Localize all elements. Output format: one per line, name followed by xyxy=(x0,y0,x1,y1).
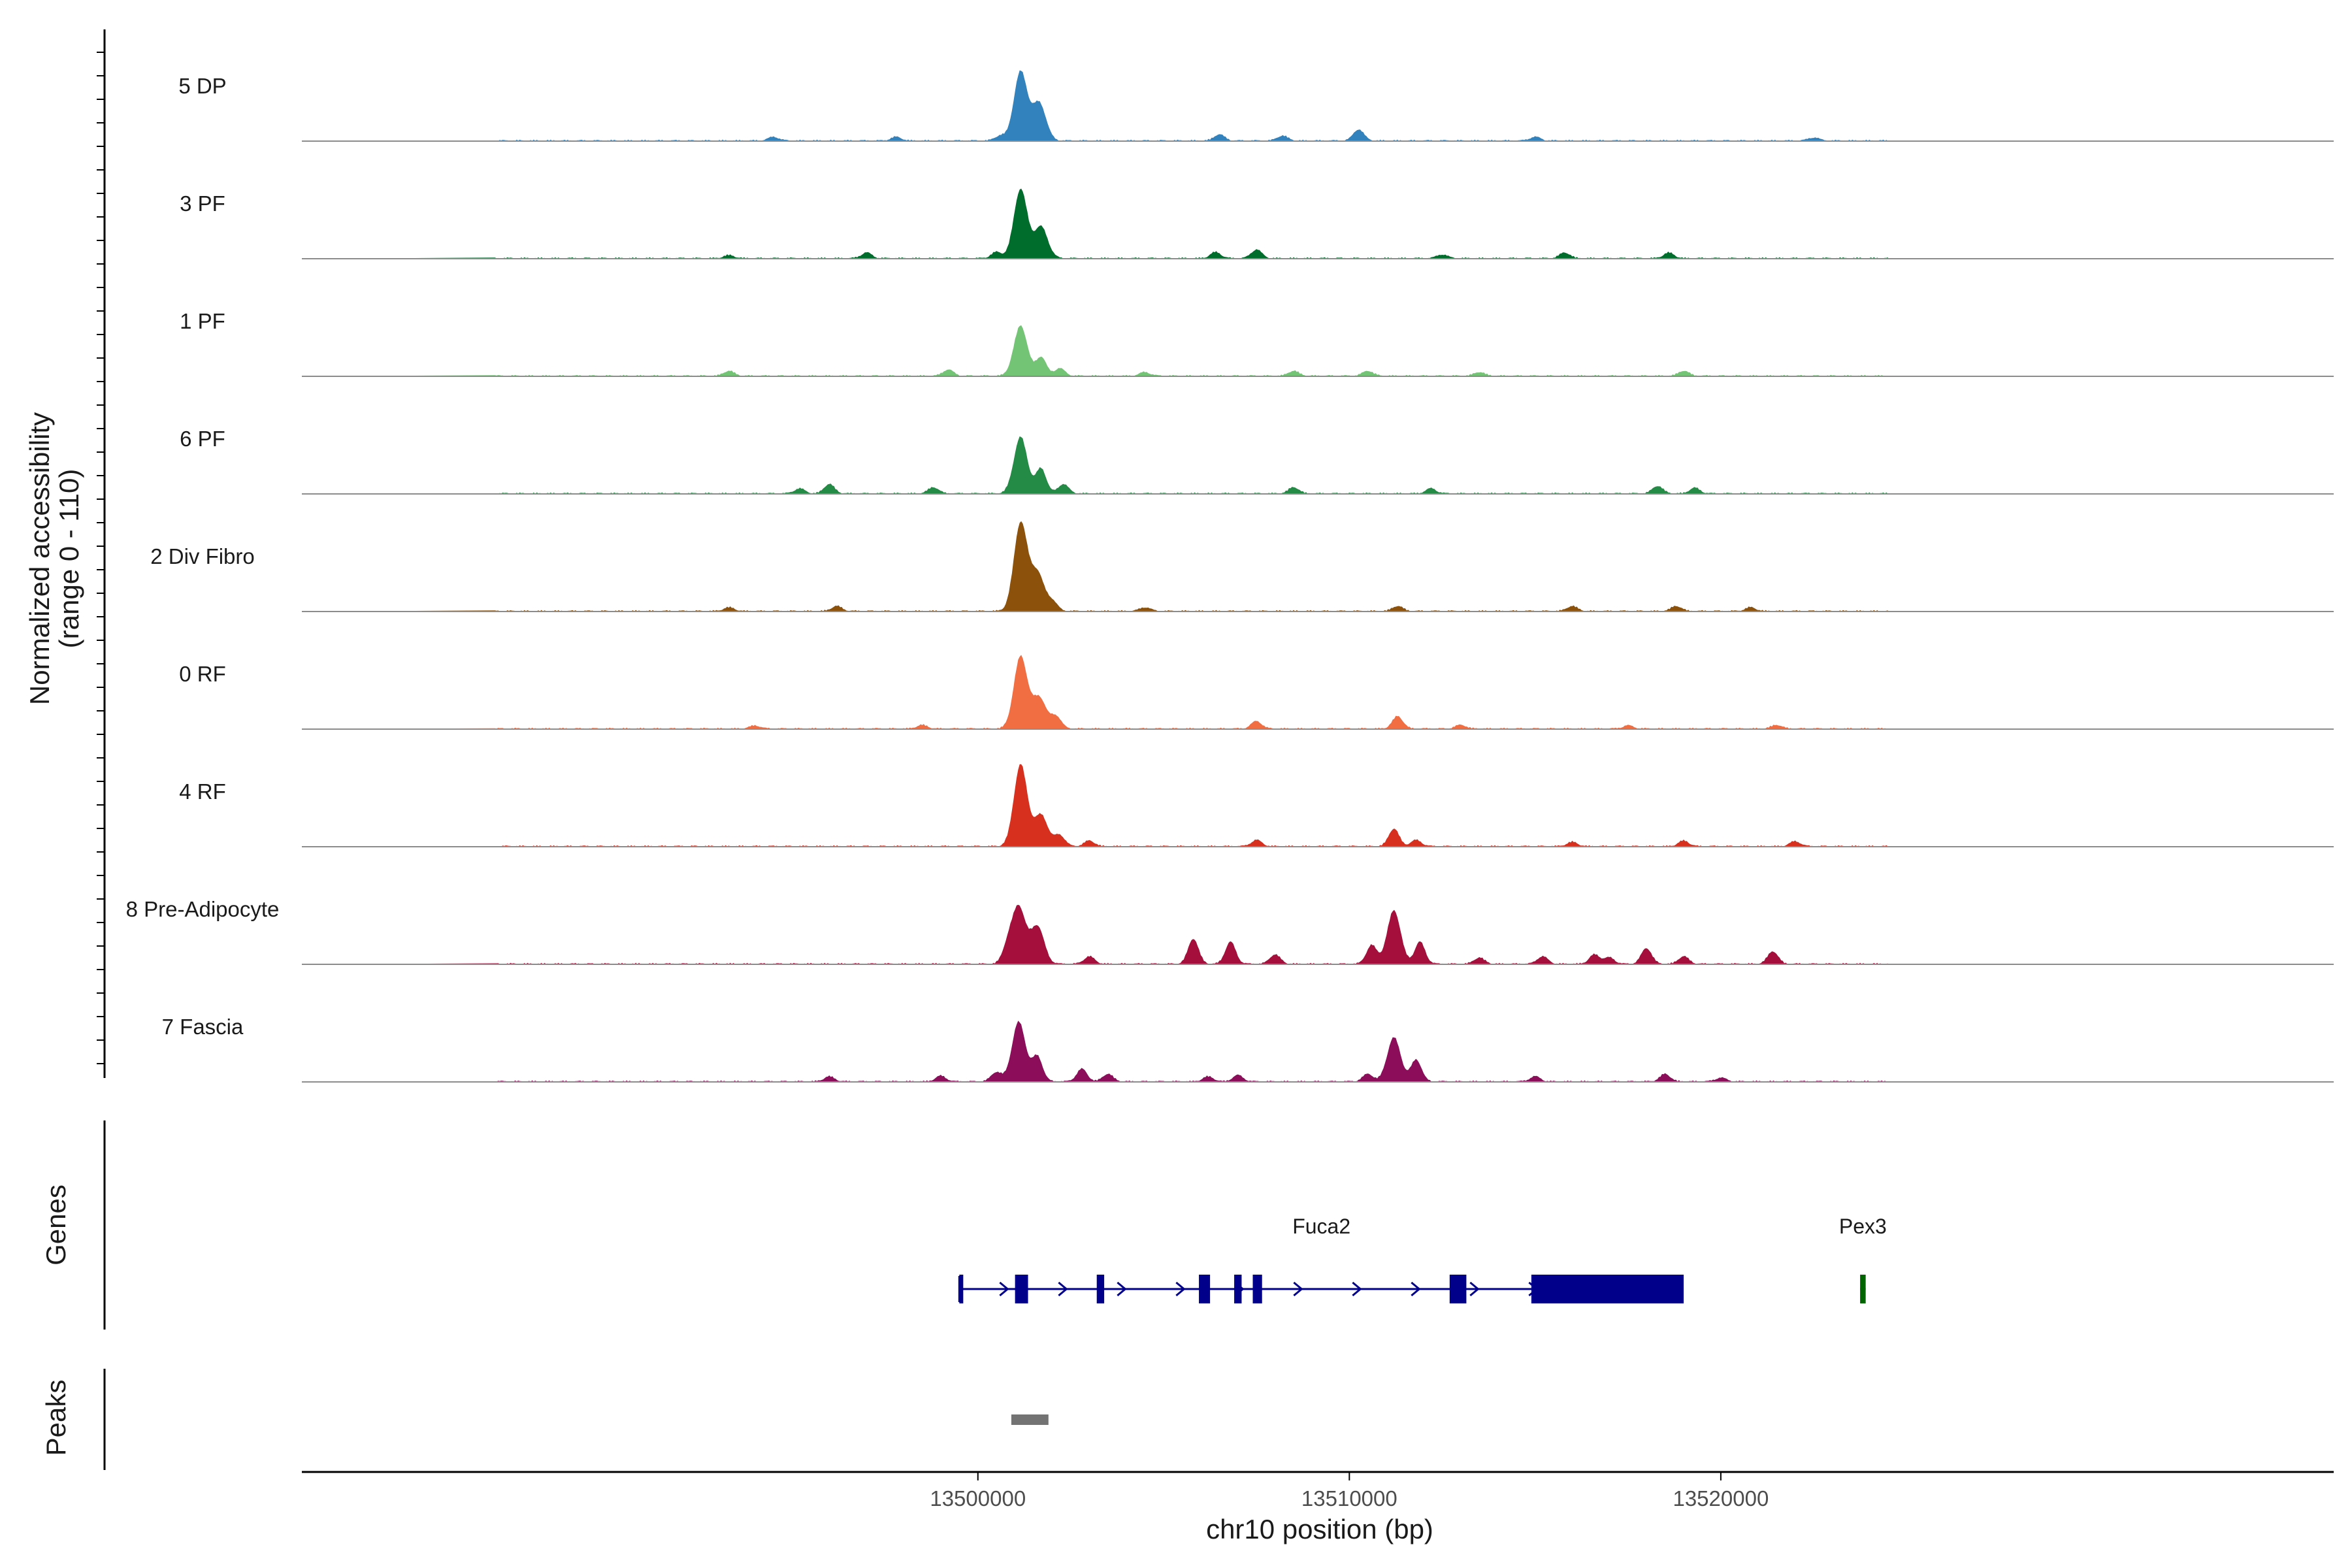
x-axis-title: chr10 position (bp) xyxy=(1206,1514,1433,1544)
track-label: 2 Div Fibro xyxy=(150,544,255,568)
track-label: 5 DP xyxy=(178,74,226,98)
coverage-area xyxy=(302,188,1888,259)
gene-exon xyxy=(1096,1275,1105,1303)
strand-arrow xyxy=(999,1281,1009,1297)
track-label: 8 Pre-Adipocyte xyxy=(126,897,280,921)
gene-exon xyxy=(1199,1275,1211,1303)
track-3: 6 PF xyxy=(180,427,2334,495)
gene-exon xyxy=(1234,1275,1242,1303)
track-5: 0 RF xyxy=(179,655,2334,730)
peaks-panel xyxy=(103,1369,1049,1470)
x-tick-label: 13520000 xyxy=(1673,1486,1769,1511)
strand-arrow xyxy=(1058,1281,1068,1297)
gene-label: Pex3 xyxy=(1839,1215,1887,1238)
y-axis-range: (range 0 - 110) xyxy=(54,469,84,649)
gene-exon xyxy=(1252,1275,1262,1303)
gene-exon xyxy=(1860,1275,1866,1303)
coverage-area xyxy=(302,521,1888,612)
track-7: 8 Pre-Adipocyte xyxy=(126,897,2334,965)
gene-exon xyxy=(959,1275,964,1303)
track-1: 3 PF xyxy=(180,188,2334,259)
track-label: 0 RF xyxy=(179,662,226,686)
x-tick-label: 13510000 xyxy=(1301,1486,1397,1511)
strand-arrow xyxy=(1469,1281,1480,1297)
strand-arrow xyxy=(1293,1281,1303,1297)
coverage-area xyxy=(302,904,1888,964)
track-label: 7 Fascia xyxy=(162,1015,244,1039)
x-axis: 13500000 13510000 13520000 xyxy=(302,1471,2334,1511)
coverage-tracks: 5 DP 3 PF 1 PF 6 PF 2 Div Fibro 0 RF 4 RF 8 Pre… xyxy=(126,70,2334,1083)
coverage-area xyxy=(302,1021,1888,1082)
track-0: 5 DP xyxy=(178,70,2334,142)
coverage-area xyxy=(302,70,1888,141)
track-6: 4 RF xyxy=(179,764,2334,847)
y-axis-title: Normalized accessibility xyxy=(24,412,55,705)
gene-Fuca2: Fuca2 xyxy=(958,1215,1684,1303)
strand-arrow xyxy=(1117,1281,1127,1297)
x-tick-label: 13500000 xyxy=(930,1486,1026,1511)
gene-exon xyxy=(1531,1275,1684,1303)
track-2: 1 PF xyxy=(180,309,2334,377)
track-label: 4 RF xyxy=(179,779,226,804)
genes-panel: Fuca2 Pex3 xyxy=(103,1120,1887,1330)
strand-arrow xyxy=(1175,1281,1186,1297)
left-y-axis xyxy=(97,29,106,1078)
coverage-area xyxy=(302,655,1888,729)
coverage-area xyxy=(302,764,1888,847)
coverage-area xyxy=(302,436,1888,494)
gene-label: Fuca2 xyxy=(1292,1215,1350,1238)
strand-arrow xyxy=(1352,1281,1362,1297)
gene-Pex3: Pex3 xyxy=(1839,1215,1887,1303)
track-label: 1 PF xyxy=(180,309,225,333)
track-label: 3 PF xyxy=(180,191,225,216)
track-label: 6 PF xyxy=(180,427,225,451)
coverage-area xyxy=(302,325,1888,376)
track-4: 2 Div Fibro xyxy=(150,521,2334,612)
genes-panel-label: Genes xyxy=(41,1184,71,1266)
track-8: 7 Fascia xyxy=(162,1015,2334,1083)
peaks-panel-label: Peaks xyxy=(41,1380,71,1456)
gene-exon xyxy=(1449,1275,1467,1303)
strand-arrow xyxy=(1411,1281,1421,1297)
peak-region xyxy=(1011,1414,1049,1425)
gene-exon xyxy=(1015,1275,1028,1303)
